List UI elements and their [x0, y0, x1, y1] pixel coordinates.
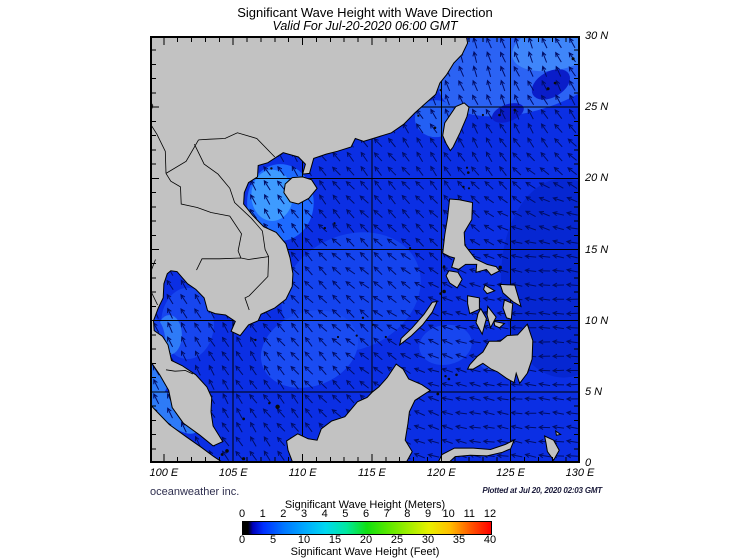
- lat-axis-label: 5 N: [585, 385, 603, 398]
- colorbar-tick-meters: 8: [404, 508, 411, 520]
- lat-axis-label: 10 N: [585, 314, 609, 327]
- colorbar-gradient: [242, 521, 492, 535]
- plotted-at-text: Plotted at Jul 20, 2020 02:03 GMT: [482, 486, 602, 495]
- page-title: Significant Wave Height with Wave Direct…: [237, 5, 493, 20]
- colorbar-tick-meters: 10: [442, 508, 455, 520]
- lon-axis-label: 110 E: [288, 467, 317, 479]
- colorbar-tick-feet: 15: [328, 534, 342, 546]
- lon-axis-label: 125 E: [496, 467, 526, 479]
- colorbar-tick-meters: 0: [238, 508, 246, 520]
- colorbar-tick-feet: 20: [359, 534, 373, 546]
- colorbar-tick-meters: 7: [383, 508, 390, 520]
- land-polygons: [121, 21, 562, 464]
- lon-axis-label: 115 E: [357, 467, 386, 479]
- colorbar-tick-feet: 40: [483, 534, 497, 546]
- colorbar-tick-meters: 5: [342, 508, 349, 520]
- colorbar-tick-meters: 12: [483, 508, 497, 520]
- colorbar-tick-feet: 5: [269, 534, 277, 546]
- colorbar-tick-meters: 9: [424, 508, 432, 520]
- colorbar-tick-meters: 4: [321, 508, 328, 520]
- colorbar-tick-meters: 2: [280, 508, 287, 520]
- lat-axis-label: 20 N: [585, 172, 609, 185]
- lat-axis-label: 0: [585, 457, 592, 469]
- colorbar-title-feet: Significant Wave Height (Feet): [290, 546, 440, 558]
- island-specks: [220, 57, 575, 461]
- map-frame: [150, 36, 580, 463]
- colorbar-tick-feet: 0: [238, 534, 246, 546]
- lon-axis-label: 130 E: [565, 467, 595, 479]
- colorbar-tick-meters: 3: [300, 508, 308, 520]
- colorbar-tick-meters: 1: [259, 508, 266, 520]
- colorbar-tick-feet: 30: [421, 534, 435, 546]
- lat-axis-label: 25 N: [585, 101, 609, 114]
- lon-axis-label: 100 E: [149, 467, 179, 479]
- map-canvas: [121, 6, 626, 464]
- lat-axis-label: 15 N: [585, 243, 609, 256]
- colorbar-tick-feet: 10: [297, 534, 311, 546]
- colorbar-tick-meters: 6: [362, 508, 370, 520]
- lon-axis-label: 105 E: [218, 467, 248, 479]
- colorbar-tick-feet: 35: [452, 534, 466, 546]
- colorbar-tick-meters: 11: [463, 508, 476, 520]
- colorbar-title-meters: Significant Wave Height (Meters): [284, 499, 446, 511]
- lon-axis-label: 120 E: [426, 467, 456, 479]
- colorbar-tick-feet: 25: [390, 534, 404, 546]
- credit-text: oceanweather inc.: [150, 486, 240, 498]
- lat-axis-label: 30 N: [585, 30, 609, 42]
- page-subtitle: Valid For Jul-20-2020 06:00 GMT: [272, 19, 458, 33]
